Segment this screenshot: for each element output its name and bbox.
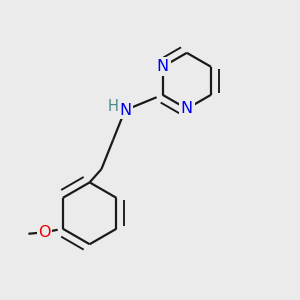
Text: N: N [157,59,169,74]
Text: H: H [107,99,118,114]
Text: N: N [119,103,131,118]
Text: N: N [181,101,193,116]
Text: O: O [38,225,51,240]
